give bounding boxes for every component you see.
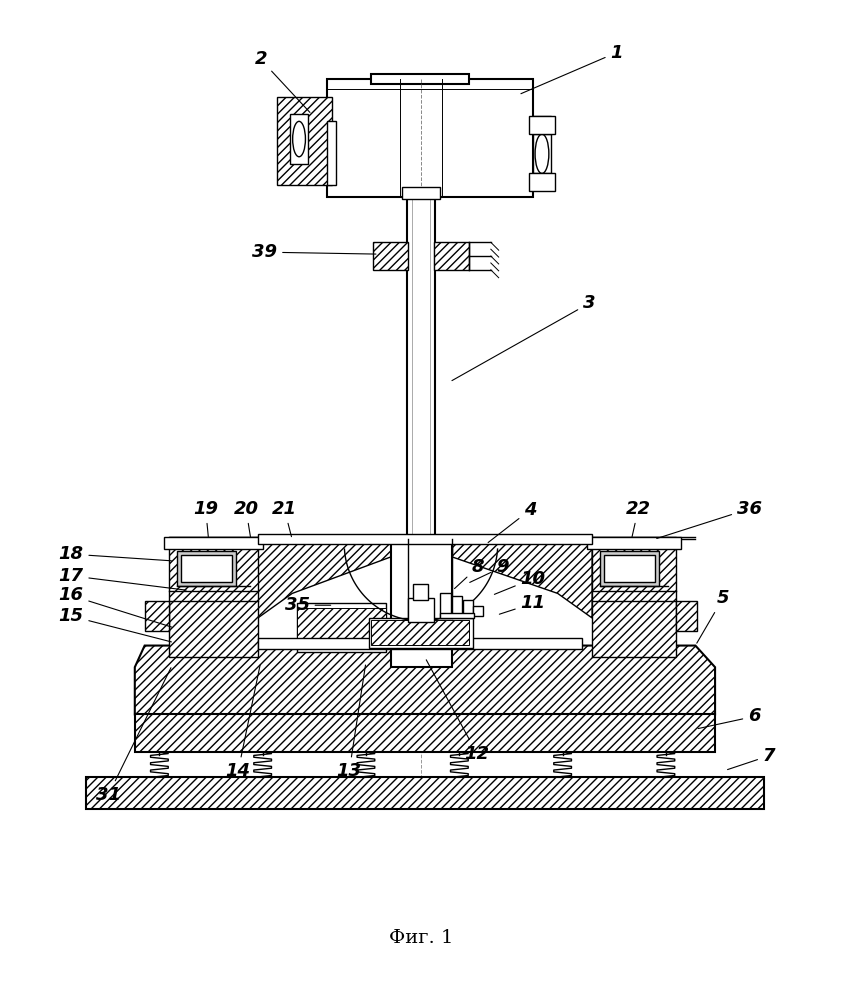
Bar xyxy=(327,79,533,197)
Bar xyxy=(463,600,473,615)
Text: 11: 11 xyxy=(499,594,546,614)
Bar xyxy=(529,116,555,134)
Text: 16: 16 xyxy=(58,586,172,627)
Text: 2: 2 xyxy=(254,50,310,112)
Bar xyxy=(369,618,473,648)
Bar xyxy=(169,537,258,657)
Bar xyxy=(402,187,440,199)
Text: 21: 21 xyxy=(272,500,296,537)
Text: 20: 20 xyxy=(233,500,258,537)
Text: 35: 35 xyxy=(285,596,331,614)
Polygon shape xyxy=(258,539,408,618)
Bar xyxy=(164,537,263,549)
Text: 14: 14 xyxy=(226,665,260,780)
Text: 17: 17 xyxy=(58,567,186,590)
Bar xyxy=(413,584,428,600)
Bar xyxy=(391,539,452,667)
Text: 3: 3 xyxy=(452,294,595,381)
Text: 15: 15 xyxy=(58,607,172,642)
Text: 10: 10 xyxy=(494,570,546,594)
Ellipse shape xyxy=(535,134,549,173)
Text: 6: 6 xyxy=(698,707,760,729)
Text: 22: 22 xyxy=(626,500,651,537)
Text: 13: 13 xyxy=(337,665,365,780)
Text: 39: 39 xyxy=(252,243,376,261)
Bar xyxy=(135,714,715,752)
Text: 9: 9 xyxy=(470,558,509,582)
Bar xyxy=(258,638,583,649)
Bar xyxy=(676,601,697,631)
Bar xyxy=(529,173,555,191)
Bar xyxy=(604,555,655,582)
Bar xyxy=(327,121,337,185)
Text: 36: 36 xyxy=(657,500,762,538)
Text: 12: 12 xyxy=(426,660,489,763)
Text: 5: 5 xyxy=(697,589,729,643)
Bar xyxy=(440,593,451,618)
Bar xyxy=(452,596,462,616)
Bar xyxy=(592,537,676,657)
Bar xyxy=(258,534,592,544)
Bar xyxy=(408,197,434,554)
Ellipse shape xyxy=(293,121,306,157)
Text: 7: 7 xyxy=(727,747,775,770)
Bar xyxy=(297,608,386,648)
Bar xyxy=(373,242,408,270)
Text: 31: 31 xyxy=(96,668,171,804)
Polygon shape xyxy=(452,539,592,618)
Bar xyxy=(145,601,169,631)
Bar xyxy=(370,620,469,645)
Text: 1: 1 xyxy=(521,44,623,94)
Bar xyxy=(277,97,332,185)
Bar xyxy=(86,777,765,809)
Text: 19: 19 xyxy=(193,500,218,537)
Text: 8: 8 xyxy=(455,558,484,589)
Bar xyxy=(434,242,469,270)
Bar xyxy=(181,555,232,582)
Polygon shape xyxy=(135,646,715,714)
Bar xyxy=(600,551,659,586)
Text: Фиг. 1: Фиг. 1 xyxy=(389,929,453,947)
Bar xyxy=(177,551,236,586)
Bar xyxy=(290,114,308,164)
Bar xyxy=(440,613,474,618)
Bar xyxy=(370,74,469,84)
Bar xyxy=(473,606,483,616)
Bar xyxy=(533,116,551,190)
Text: 18: 18 xyxy=(58,545,172,563)
Bar xyxy=(587,537,680,549)
Bar xyxy=(297,603,386,652)
Bar xyxy=(408,598,434,622)
Text: 4: 4 xyxy=(488,501,536,543)
